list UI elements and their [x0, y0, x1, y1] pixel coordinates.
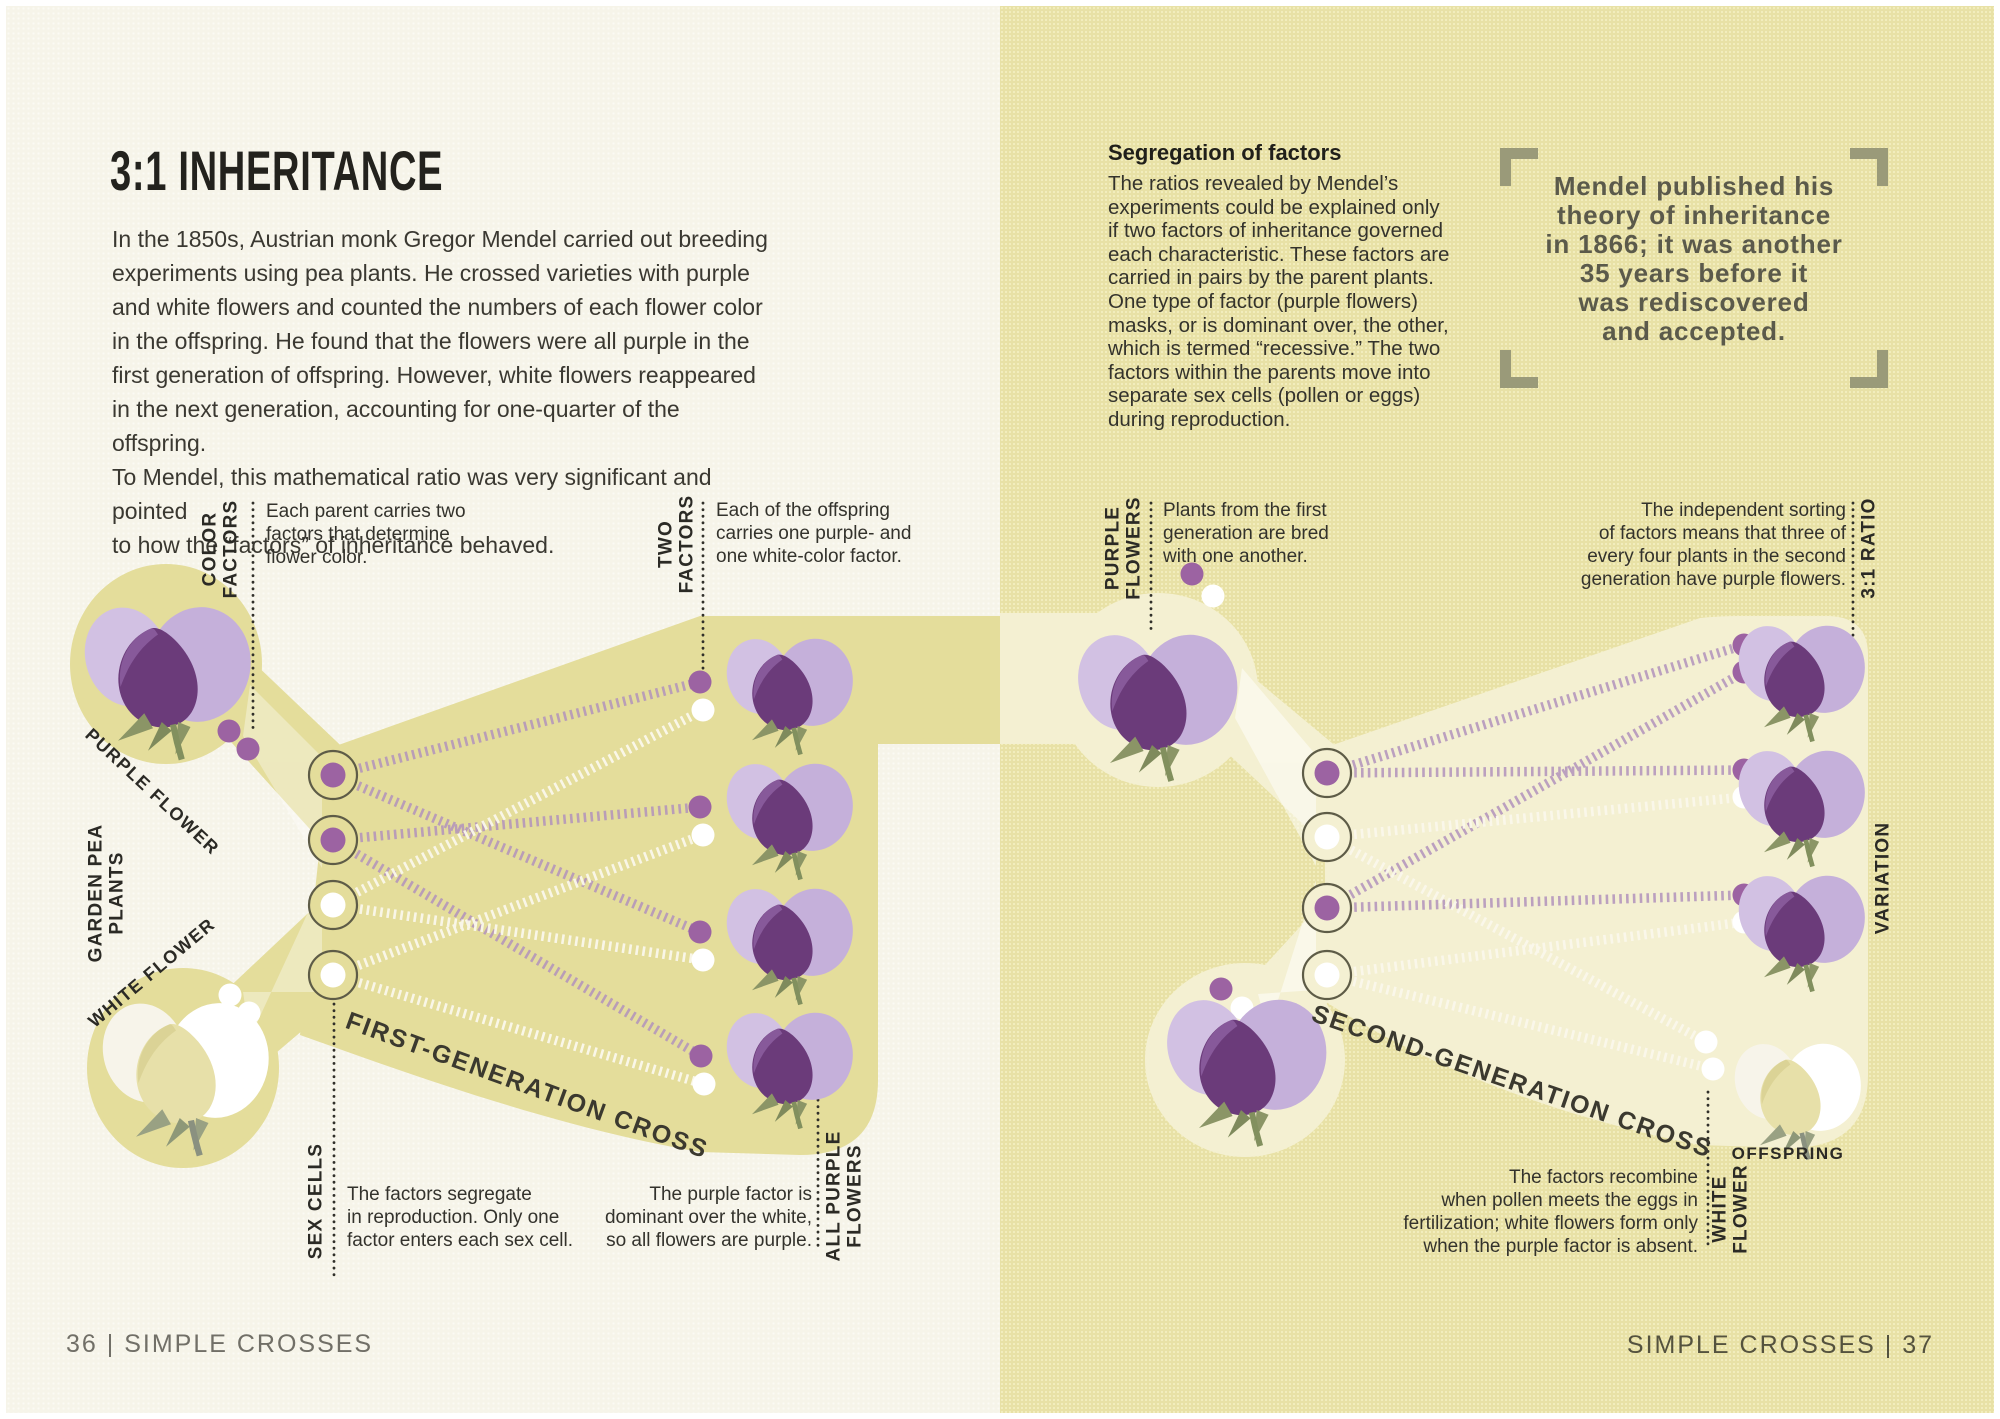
- note-color-factors: Each parent carries two factors that det…: [266, 501, 466, 568]
- bracket-corner-icon: [1500, 148, 1538, 186]
- label-purple-flowers: PURPLE FLOWERS: [1102, 496, 1145, 600]
- note-ratio: The independent sorting of factors means…: [1580, 500, 1846, 590]
- label-garden-pea-plants: GARDEN PEA PLANTS: [85, 823, 128, 963]
- footer-right: SIMPLE CROSSES | 37: [1626, 1331, 1934, 1359]
- sex-cell-factor-dots: [320, 760, 1340, 988]
- page-title: 3:1 INHERITANCE: [110, 139, 444, 202]
- label-variation: VARIATION: [1872, 821, 1894, 935]
- note-sex-cells: The factors segregate in reproduction. O…: [347, 1184, 573, 1251]
- label-color-factors: COLOR FACTORS: [199, 499, 242, 599]
- pull-quote-text: Mendel published his theory of inheritan…: [1545, 171, 1843, 346]
- bracket-corner-icon: [1500, 350, 1538, 388]
- note-two-factors: Each of the offspring carries one purple…: [716, 500, 912, 567]
- pull-quote: Mendel published his theory of inheritan…: [1500, 148, 1888, 388]
- label-all-purple-flowers: ALL PURPLE FLOWERS: [823, 1130, 866, 1262]
- label-white-flower-right: WHITE FLOWER: [1709, 1164, 1752, 1254]
- bracket-corner-icon: [1850, 148, 1888, 186]
- intro-paragraph: In the 1850s, Austrian monk Gregor Mende…: [112, 226, 768, 558]
- sidebar-heading: Segregation of factors: [1108, 140, 1342, 165]
- right-beams: [1235, 668, 1316, 1032]
- label-3-1-ratio: 3:1 RATIO: [1858, 497, 1880, 599]
- note-recombine: The factors recombine when pollen meets …: [1403, 1167, 1698, 1257]
- note-dominant-factor: The purple factor is dominant over the w…: [604, 1184, 812, 1251]
- label-two-factors: TWO FACTORS: [655, 494, 698, 594]
- bracket-corner-icon: [1850, 350, 1888, 388]
- inheritance-ribbons: [330, 640, 1747, 1089]
- leader-lines: [251, 501, 1855, 1282]
- label-offspring: OFFSPRING: [1731, 1144, 1845, 1163]
- sidebar-body: The ratios revealed by Mendel’s experime…: [1108, 172, 1450, 431]
- note-purple-flowers: Plants from the first generation are bre…: [1163, 500, 1329, 567]
- left-beams: [243, 685, 322, 1038]
- footer-left: 36 | SIMPLE CROSSES: [66, 1330, 374, 1358]
- label-sex-cells: SEX CELLS: [305, 1142, 327, 1260]
